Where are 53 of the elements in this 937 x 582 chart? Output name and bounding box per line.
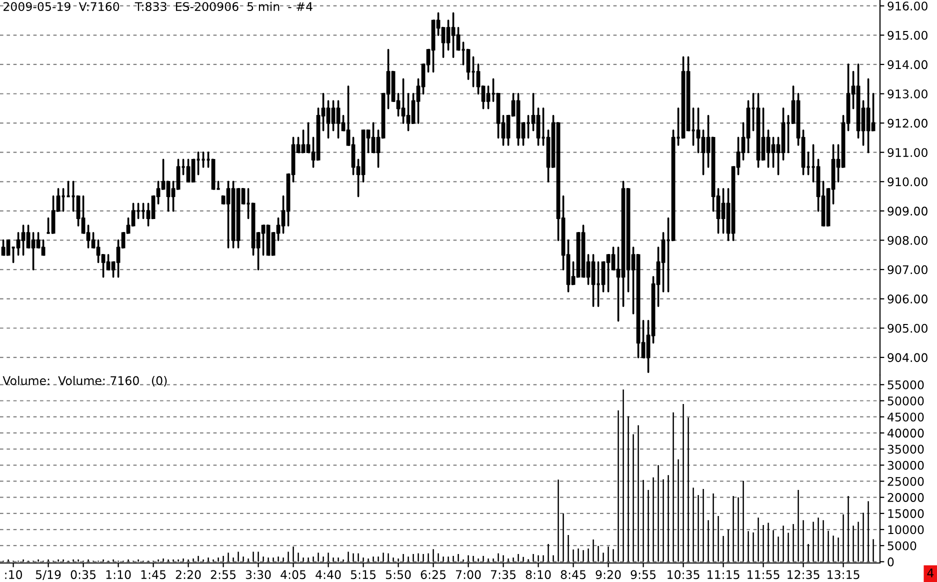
y-tick-label: 30000 (888, 460, 924, 470)
x-tick-label: 2:20 (176, 570, 201, 580)
candlestick (266, 224, 271, 256)
y-tick-label: 914.00 (888, 60, 928, 70)
x-tick-label: 9:20 (596, 570, 621, 580)
y-tick-label: 916.00 (888, 2, 928, 11)
y-tick-label: 15000 (888, 509, 924, 518)
x-tick-label: 9:55 (630, 570, 656, 580)
y-tick-label: 35000 (888, 444, 924, 454)
y-tick-label: 0 (888, 557, 894, 566)
x-tick-label: 11:15 (708, 570, 740, 580)
x-tick-label: 8:45 (560, 570, 586, 580)
y-tick-label: 40000 (888, 428, 924, 438)
y-tick-label: 904.00 (888, 353, 928, 362)
x-tick-label: 7:35 (491, 570, 516, 580)
x-tick-label: 1:45 (141, 570, 166, 580)
y-tick-label: 50000 (888, 396, 924, 406)
y-tick-label: 911.00 (888, 148, 928, 157)
y-tick-label: 910.00 (888, 177, 928, 186)
chart-title: Volume: Volume: 7160 (0) (2, 376, 167, 386)
x-tick-label: 8:10 (526, 570, 551, 580)
y-tick-label: 907.00 (888, 265, 928, 274)
x-tick-label: 3:30 (246, 570, 271, 580)
x-tick-label: 4:40 (316, 570, 341, 580)
x-tick-label: 0:35 (70, 570, 96, 580)
y-tick-label: 5000 (888, 541, 916, 550)
x-tick-label: 5:15 (350, 570, 376, 580)
x-tick-label: 4:05 (280, 570, 306, 580)
x-tick-label: 11:55 (748, 570, 780, 580)
y-tick-label: 45000 (888, 412, 924, 422)
x-tick-label: 1:10 (106, 570, 131, 580)
y-tick-label: 906.00 (888, 294, 928, 304)
x-tick-label: 13:15 (828, 570, 860, 580)
x-tick-label: 10:35 (668, 570, 700, 580)
x-tick-label: 5:50 (386, 570, 411, 580)
x-tick-label: 12:35 (788, 570, 820, 580)
x-tick-label: 6:25 (420, 570, 446, 580)
y-tick-label: 915.00 (888, 30, 928, 40)
y-tick-label: 908.00 (888, 236, 928, 245)
y-tick-label: 909.00 (888, 206, 928, 216)
x-tick-label: 2:55 (210, 570, 236, 580)
text: 4 (927, 568, 934, 578)
x-tick-label: :10 (5, 570, 22, 580)
x-tick-label: 7:00 (456, 570, 481, 580)
y-tick-label: 905.00 (888, 324, 928, 333)
y-tick-label: 912.00 (888, 118, 928, 128)
y-tick-label: 913.00 (888, 89, 928, 98)
x-tick-label: 5/19 (36, 570, 61, 580)
y-tick-label: 20000 (888, 493, 924, 502)
y-tick-label: 10000 (888, 525, 924, 534)
y-tick-label: 25000 (888, 476, 924, 486)
y-tick-label: 55000 (888, 380, 924, 390)
chart-title: 2009-05-19 V:7160 T:833 ES-200906 5 min - #4 (4, 2, 312, 12)
